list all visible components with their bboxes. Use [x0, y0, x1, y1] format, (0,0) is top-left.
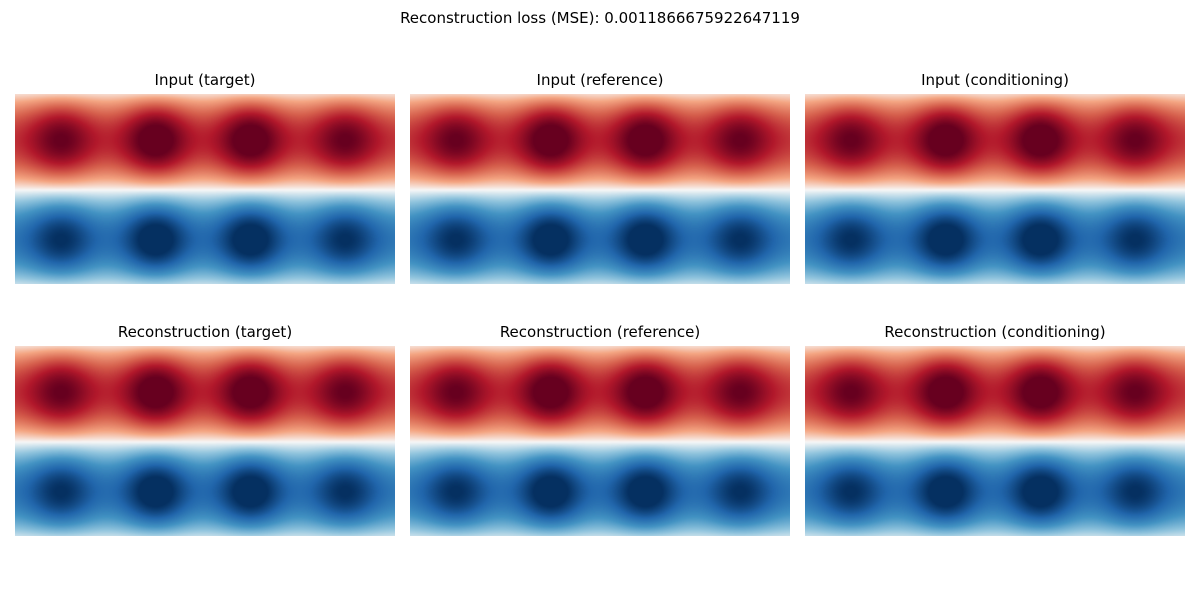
- panel-title-reconstruction-conditioning: Reconstruction (conditioning): [884, 323, 1106, 341]
- panel-title-input-conditioning: Input (conditioning): [921, 71, 1069, 89]
- heatmap-input-conditioning: [805, 94, 1185, 284]
- heatmap-reconstruction-target: [15, 346, 395, 536]
- heatmap-reconstruction-reference: [410, 346, 790, 536]
- panel-title-input-reference: Input (reference): [536, 71, 664, 89]
- heatmap-input-target: [15, 94, 395, 284]
- heatmap-input-reference: [410, 94, 790, 284]
- panel-title-reconstruction-reference: Reconstruction (reference): [499, 323, 701, 341]
- panel-title-reconstruction-target: Reconstruction (target): [117, 323, 293, 341]
- panel-title-input-target: Input (target): [154, 71, 256, 89]
- heatmap-reconstruction-conditioning: [805, 346, 1185, 536]
- figure-title: Reconstruction loss (MSE): 0.00118666759…: [400, 9, 800, 27]
